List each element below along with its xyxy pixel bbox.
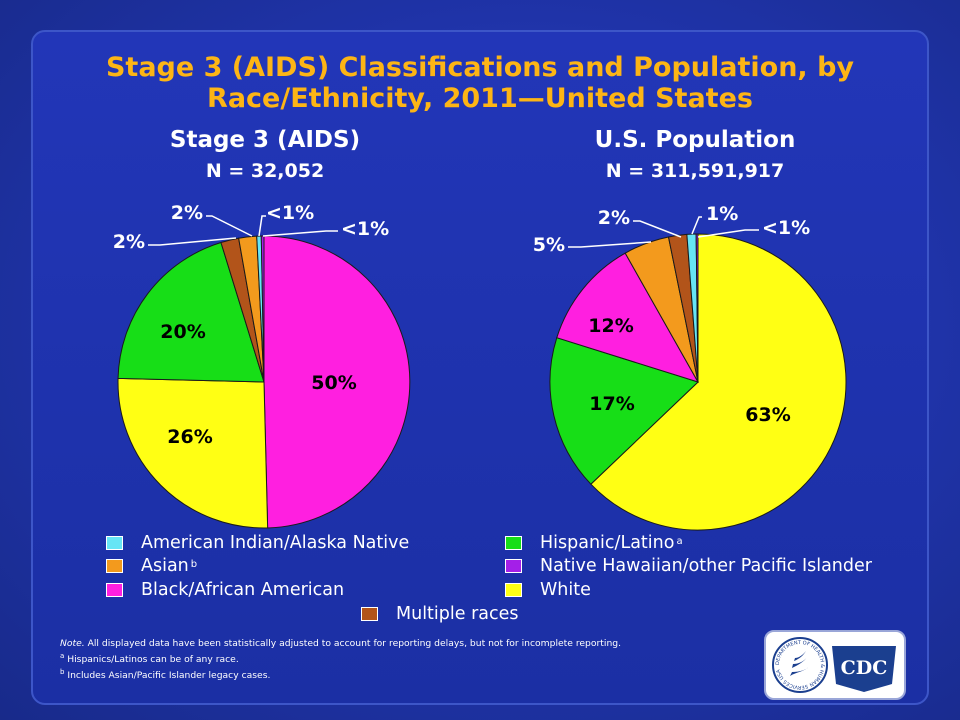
left-chart-subtitle: N = 32,052 — [205, 160, 325, 182]
data-label-hispanic-latino: 17% — [589, 393, 634, 415]
legend-footnote-mark: b — [190, 558, 198, 570]
legend-label: American Indian/Alaska Native — [141, 533, 410, 553]
pie-chart-population: 63% 17% 12% 5% 2% 1% <1% — [533, 203, 847, 531]
footnote-a-text: Hispanics/Latinos can be of any race. — [64, 654, 239, 666]
leader-line-native-hawaiian-other-pacific-islander — [262, 230, 338, 237]
right-chart-title: U.S. Population — [594, 127, 796, 153]
cdc-logo-graphic: DEPARTMENT OF HEALTH & HUMAN SERVICES US… — [772, 637, 896, 693]
leader-line-native-hawaiian-other-pacific-islander — [697, 229, 759, 238]
legend-label: Hispanic/Latino — [540, 533, 675, 553]
cdc-logo: DEPARTMENT OF HEALTH & HUMAN SERVICES US… — [764, 630, 906, 700]
data-label-native-hawaiian-other-pacific-islander: <1% — [762, 217, 810, 239]
legend-swatch — [106, 559, 123, 573]
legend-swatch — [505, 559, 522, 573]
legend-item-american-indian: American Indian/Alaska Native — [106, 532, 409, 554]
leader-line-asian — [568, 241, 652, 248]
left-chart-heading: Stage 3 (AIDS) N = 32,052 — [140, 126, 390, 184]
data-label-american-indian-alaska-native: <1% — [266, 202, 314, 224]
leader-line-multiple-races — [633, 220, 682, 238]
legend-swatch — [361, 607, 378, 621]
pie-slice-native-hawaiian-other-pacific-islander — [695, 233, 699, 383]
hhs-eagle-icon — [790, 651, 810, 676]
data-label-american-indian-alaska-native: 1% — [706, 203, 738, 225]
hhs-seal-ring — [772, 637, 828, 693]
leader-line-asian — [206, 215, 253, 237]
legend-footnote-mark: a — [676, 535, 683, 547]
slide-title-line2: Race/Ethnicity, 2011—United States — [207, 83, 753, 114]
legend-item-hispanic: Hispanic/Latino a — [505, 532, 683, 554]
data-label-black-african-american: 12% — [588, 315, 633, 337]
right-chart-heading: U.S. Population N = 311,591,917 — [570, 126, 820, 184]
data-label-native-hawaiian-other-pacific-islander: <1% — [341, 218, 389, 240]
footnote-a: a Hispanics/Latinos can be of any race. — [60, 650, 740, 666]
data-label-multiple-races: 2% — [598, 207, 630, 229]
legend-swatch — [505, 536, 522, 550]
legend-label: Asian — [141, 556, 189, 576]
cdc-shield-icon — [832, 646, 896, 692]
data-label-multiple-races: 2% — [113, 231, 145, 253]
footnote-b-text: Includes Asian/Pacific Islander legacy c… — [64, 670, 271, 682]
data-label-asian: 5% — [533, 234, 565, 256]
pie-slice-hispanic-latino — [117, 241, 265, 383]
legend-swatch — [505, 583, 522, 597]
data-label-white: 63% — [745, 404, 790, 426]
slide-title: Stage 3 (AIDS) Classifications and Popul… — [60, 52, 900, 114]
legend-swatch — [106, 583, 123, 597]
footnote-a-mark: a — [60, 652, 65, 660]
pie-chart-stage3: 50% 26% 20% 2% 2% <1% <1% — [113, 202, 411, 529]
data-label-asian: 2% — [171, 202, 203, 224]
legend-label: Multiple races — [396, 604, 519, 624]
pie-slice-black-african-american — [263, 235, 411, 529]
legend-swatch — [106, 536, 123, 550]
leader-line-american-indian-alaska-native — [258, 215, 266, 237]
legend-item-black: Black/African American — [106, 579, 344, 601]
legend-item-asian: Asian b — [106, 555, 197, 577]
legend-item-white: White — [505, 579, 591, 601]
pie-slice-white — [590, 233, 847, 531]
note-line: Note. All displayed data have been stati… — [60, 638, 740, 650]
legend-item-multiple: Multiple races — [361, 603, 519, 625]
slide-title-line1: Stage 3 (AIDS) Classifications and Popul… — [105, 52, 855, 83]
right-chart-subtitle: N = 311,591,917 — [605, 160, 785, 182]
legend-label: Black/African American — [141, 580, 345, 600]
footnotes: Note. All displayed data have been stati… — [60, 638, 740, 682]
hhs-seal-text: DEPARTMENT OF HEALTH & HUMAN SERVICES US… — [775, 640, 825, 690]
legend-label: Native Hawaiian/other Pacific Islander — [540, 556, 872, 576]
left-chart-title: Stage 3 (AIDS) — [169, 127, 361, 153]
data-label-black-african-american: 50% — [311, 372, 356, 394]
data-label-hispanic-latino: 20% — [160, 321, 205, 343]
footnote-b: b Includes Asian/Pacific Islander legacy… — [60, 666, 740, 682]
cdc-logo-text: CDC — [841, 657, 888, 679]
leader-line-american-indian-alaska-native — [691, 216, 702, 235]
leader-line-multiple-races — [148, 237, 237, 246]
pie-slice-black-african-american — [556, 252, 700, 383]
note-text: All displayed data have been statistical… — [84, 638, 622, 649]
legend-item-native-hawaiian: Native Hawaiian/other Pacific Islander — [505, 555, 872, 577]
pie-slice-hispanic-latino — [549, 337, 699, 485]
data-label-white: 26% — [167, 426, 212, 448]
footnote-b-mark: b — [60, 668, 65, 677]
note-label: Note. — [60, 638, 85, 649]
pie-slice-white — [117, 377, 269, 529]
legend-label: White — [540, 580, 591, 600]
